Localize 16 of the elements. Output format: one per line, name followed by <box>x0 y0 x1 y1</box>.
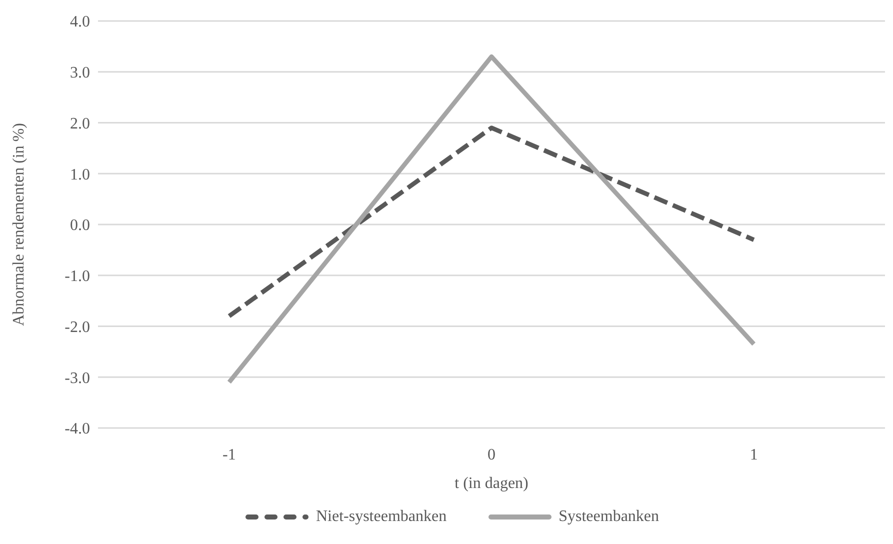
y-tick-label: -2.0 <box>64 318 90 336</box>
y-tick-label: 4.0 <box>70 14 90 31</box>
x-tick-label: 0 <box>488 446 496 464</box>
legend-label: Systeembanken <box>558 508 660 526</box>
y-tick-label: -3.0 <box>64 370 90 387</box>
y-tick-label: 0.0 <box>70 217 90 234</box>
y-axis-title: Abnormale rendementen (in %) <box>10 122 28 326</box>
y-tick-label: -1.0 <box>64 268 90 286</box>
legend-label: Niet-systeembanken <box>316 508 447 526</box>
x-tick-label: -1 <box>222 446 236 464</box>
x-axis-title: t (in dagen) <box>454 475 528 492</box>
y-tick-label: 1.0 <box>70 166 90 184</box>
y-tick-label: 2.0 <box>70 115 90 132</box>
x-tick-label: 1 <box>750 446 758 464</box>
y-tick-label: -4.0 <box>64 420 90 438</box>
y-tick-label: 3.0 <box>70 64 90 82</box>
